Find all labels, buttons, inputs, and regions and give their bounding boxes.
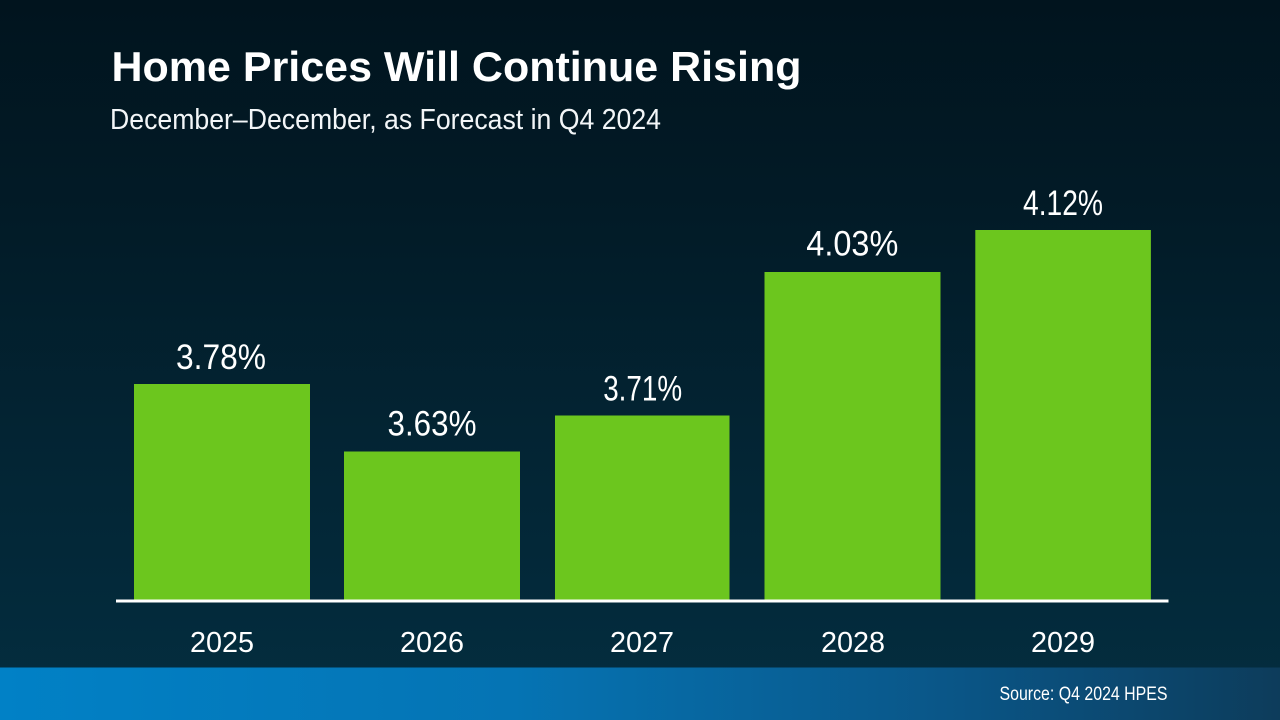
svg-text:2028: 2028 <box>821 627 885 659</box>
svg-text:4.03%: 4.03% <box>806 225 898 264</box>
svg-text:2027: 2027 <box>610 627 674 659</box>
svg-text:2025: 2025 <box>190 627 254 659</box>
svg-text:3.78%: 3.78% <box>176 338 266 377</box>
svg-text:2029: 2029 <box>1031 627 1095 659</box>
svg-text:Source: Q4 2024 HPES: Source: Q4 2024 HPES <box>1000 684 1168 705</box>
svg-text:3.71%: 3.71% <box>603 370 682 409</box>
svg-text:Home Prices Will Continue Risi: Home Prices Will Continue Rising <box>112 43 802 90</box>
svg-text:3.63%: 3.63% <box>388 405 477 444</box>
svg-text:2026: 2026 <box>400 627 464 659</box>
svg-text:4.12%: 4.12% <box>1023 184 1103 223</box>
svg-text:December–December, as Forecast: December–December, as Forecast in Q4 202… <box>110 104 661 136</box>
